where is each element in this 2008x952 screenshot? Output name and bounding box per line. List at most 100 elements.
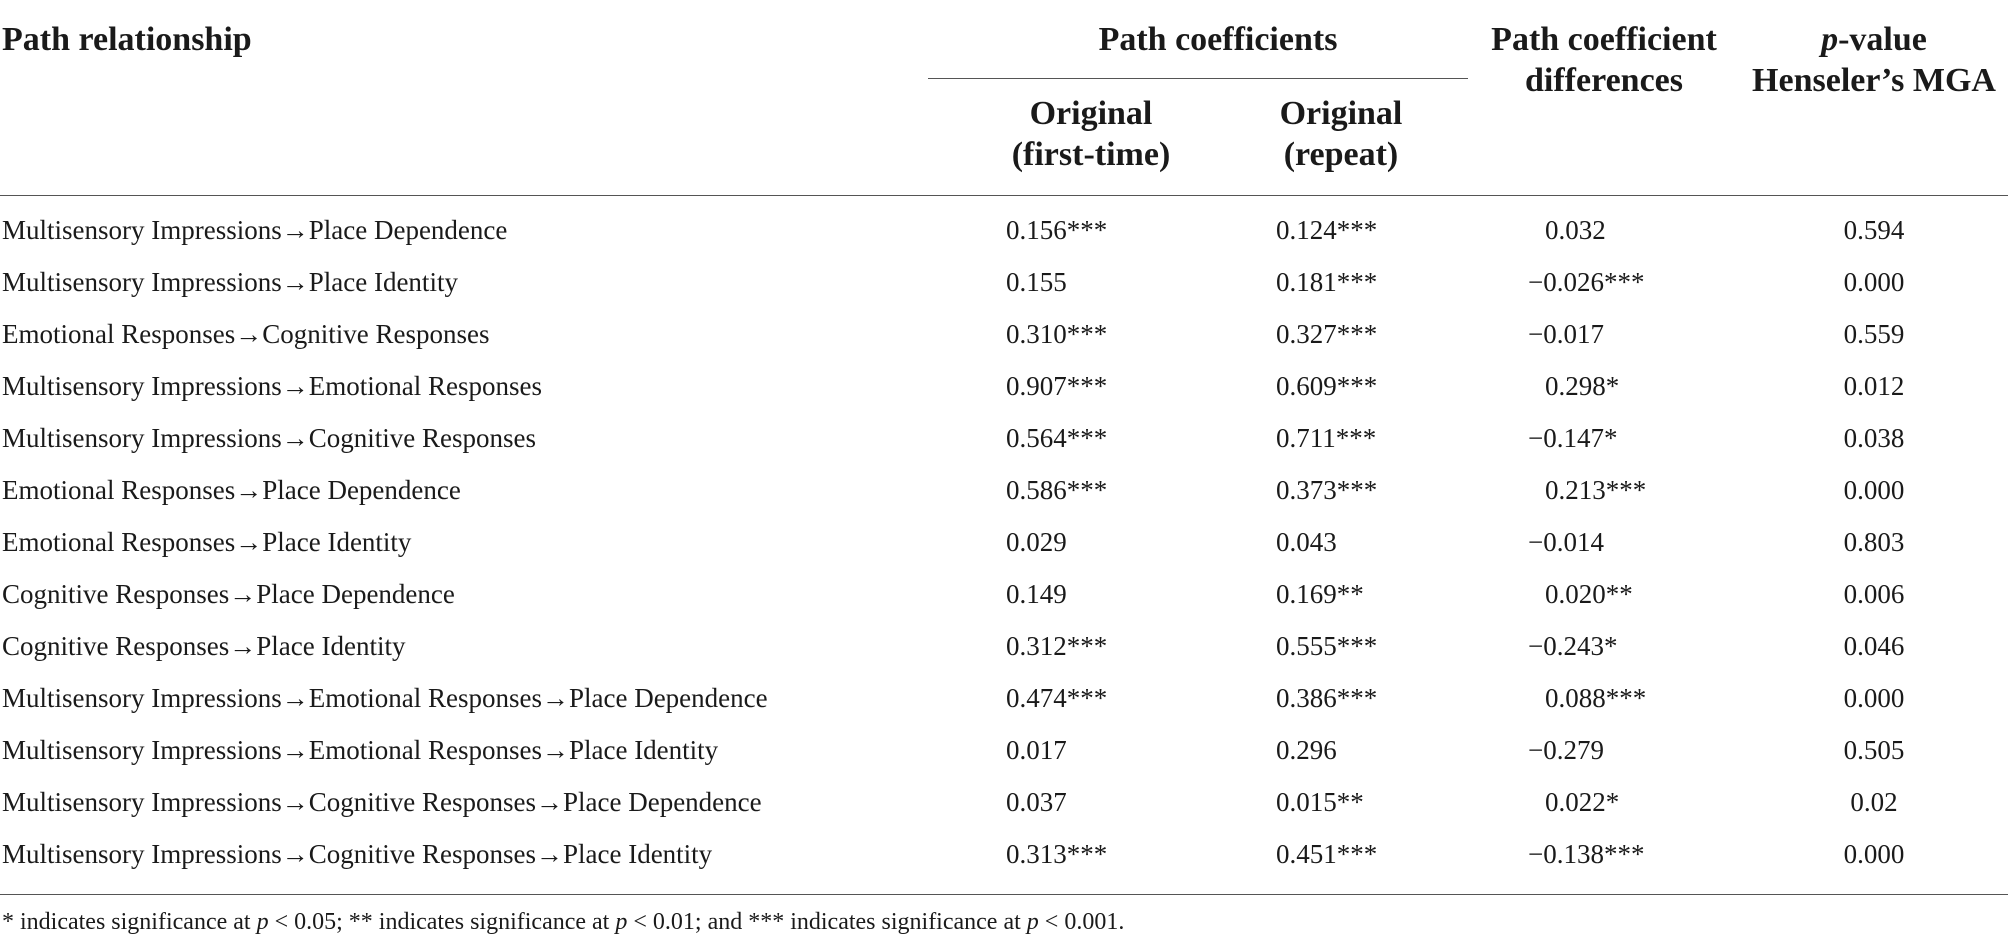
footnote-text-4: < 0.001.	[1038, 909, 1125, 935]
cell-path-relationship: Emotional Responses→Place Identity	[2, 526, 412, 557]
cell-path-relationship: Cognitive Responses→Place Identity	[2, 630, 406, 661]
path-coefficient-table: Path relationship Path coefficients Path…	[0, 0, 2008, 895]
cell-coefficient-difference: 0.213***	[1545, 474, 1647, 505]
table-row: Multisensory Impressions→Cognitive Respo…	[0, 412, 2008, 464]
header-original-repeat: Original (repeat)	[1214, 78, 1468, 196]
cell-original-repeat: 0.015**	[1276, 786, 1364, 817]
header-original-first-time: Original (first-time)	[928, 78, 1214, 196]
cell-coefficient-difference: 0.020**	[1545, 578, 1633, 609]
header-path-coefficient-differences: Path coefficient differences	[1468, 0, 1740, 196]
header-differences-line1: Path coefficient	[1491, 21, 1717, 58]
cell-path-relationship: Multisensory Impressions→Cognitive Respo…	[2, 786, 762, 817]
cell-original-repeat: 0.296	[1276, 734, 1337, 765]
cell-original-repeat: 0.181***	[1276, 266, 1378, 297]
cell-p-value: 0.000	[1843, 474, 1905, 505]
cell-original-first-time: 0.586***	[1006, 474, 1108, 505]
cell-path-relationship: Multisensory Impressions→Place Dependenc…	[2, 214, 508, 245]
header-p-value: p-value Henseler’s MGA	[1740, 0, 2008, 196]
cell-original-first-time: 0.907***	[1006, 370, 1108, 401]
footnote-p-3: p	[1026, 909, 1039, 935]
cell-coefficient-difference: 0.032	[1545, 214, 1606, 245]
cell-p-value: 0.012	[1843, 370, 1905, 401]
cell-original-first-time: 0.156***	[1006, 214, 1108, 245]
cell-p-value: 0.038	[1843, 422, 1905, 453]
table-row: Multisensory Impressions→Cognitive Respo…	[0, 828, 2008, 895]
cell-p-value: 0.006	[1843, 578, 1905, 609]
cell-original-repeat: 0.711***	[1276, 422, 1377, 453]
cell-p-value: 0.505	[1843, 734, 1905, 765]
footnote-text-3: < 0.01; and *** indicates significance a…	[627, 909, 1027, 935]
cell-original-first-time: 0.564***	[1006, 422, 1108, 453]
table-row: Cognitive Responses→Place Identity 0.312*…	[0, 620, 2008, 672]
cell-p-value: 0.594	[1843, 214, 1905, 245]
cell-original-repeat: 0.373***	[1276, 474, 1378, 505]
table-row: Emotional Responses→Place Identity 0.029 0…	[0, 516, 2008, 568]
cell-original-first-time: 0.029	[1006, 526, 1067, 557]
cell-original-first-time: 0.474***	[1006, 682, 1108, 713]
footnote-text-2: < 0.05; ** indicates significance at	[268, 909, 616, 935]
cell-coefficient-difference: −0.147*	[1528, 422, 1618, 453]
cell-original-repeat: 0.327***	[1276, 318, 1378, 349]
cell-p-value: 0.046	[1843, 630, 1905, 661]
cell-p-value: 0.803	[1843, 526, 1905, 557]
cell-coefficient-difference: −0.026***	[1528, 266, 1645, 297]
cell-path-relationship: Multisensory Impressions→Emotional Respo…	[2, 734, 719, 765]
header-henseler-mga: Henseler’s MGA	[1752, 62, 1996, 99]
cell-coefficient-difference: 0.088***	[1545, 682, 1647, 713]
cell-coefficient-difference: −0.014	[1528, 526, 1604, 557]
cell-p-value: 0.02	[1850, 786, 1898, 817]
table-footnote: * indicates significance at p < 0.05; **…	[0, 909, 2008, 936]
header-differences-line2: differences	[1525, 62, 1683, 99]
table-row: Multisensory Impressions→Place Dependenc…	[0, 196, 2008, 257]
cell-path-relationship: Multisensory Impressions→Emotional Respo…	[2, 682, 768, 713]
header-p-symbol: p	[1821, 21, 1839, 58]
header-row-2: Original (first-time) Original (repeat)	[0, 78, 2008, 196]
cell-original-repeat: 0.451***	[1214, 828, 1468, 895]
header-path-coefficients: Path coefficients	[928, 0, 1468, 79]
cell-path-relationship: Cognitive Responses→Place Dependence	[2, 578, 455, 609]
cell-original-repeat: 0.386***	[1276, 682, 1378, 713]
cell-original-repeat: 0.169**	[1276, 578, 1364, 609]
header-original-repeat-line2: (repeat)	[1283, 136, 1399, 173]
table-row: Multisensory Impressions→Cognitive Respo…	[0, 776, 2008, 828]
cell-original-repeat: 0.555***	[1276, 630, 1378, 661]
table-row: Multisensory Impressions→Emotional Respo…	[0, 360, 2008, 412]
cell-original-first-time: 0.155	[1006, 266, 1067, 297]
header-original-repeat-line1: Original	[1279, 95, 1403, 132]
table-row: Cognitive Responses→Place Dependence 0.14…	[0, 568, 2008, 620]
cell-path-relationship: Multisensory Impressions→Cognitive Respo…	[2, 422, 536, 453]
footnote-p-2: p	[615, 909, 628, 935]
cell-path-relationship: Multisensory Impressions→Emotional Respo…	[2, 370, 542, 401]
table-row: Multisensory Impressions→Place Identity 0…	[0, 256, 2008, 308]
cell-coefficient-difference: 0.022*	[1545, 786, 1620, 817]
cell-p-value: 0.000	[1740, 828, 2008, 895]
cell-path-relationship: Multisensory Impressions→Place Identity	[2, 266, 458, 297]
cell-coefficient-difference: 0.298*	[1545, 370, 1620, 401]
header-original-first-line2: (first-time)	[1011, 136, 1171, 173]
cell-coefficient-difference: −0.138***	[1468, 828, 1740, 895]
footnote-text-1: * indicates significance at	[2, 909, 257, 935]
table-row: Emotional Responses→Cognitive Responses 0…	[0, 308, 2008, 360]
cell-coefficient-difference: −0.243*	[1528, 630, 1618, 661]
cell-original-first-time: 0.037	[1006, 786, 1067, 817]
cell-original-first-time: 0.149	[1006, 578, 1067, 609]
cell-p-value: 0.000	[1843, 266, 1905, 297]
cell-original-first-time: 0.017	[1006, 734, 1067, 765]
table-row: Multisensory Impressions→Emotional Respo…	[0, 672, 2008, 724]
table-row: Emotional Responses→Place Dependence 0.58…	[0, 464, 2008, 516]
cell-original-first-time: 0.313***	[928, 828, 1214, 895]
footnote-p-1: p	[256, 909, 269, 935]
cell-p-value: 0.559	[1843, 318, 1905, 349]
cell-original-first-time: 0.312***	[1006, 630, 1108, 661]
cell-p-value: 0.000	[1843, 682, 1905, 713]
cell-original-repeat: 0.043	[1276, 526, 1337, 557]
cell-original-first-time: 0.310***	[1006, 318, 1108, 349]
cell-coefficient-difference: −0.017	[1528, 318, 1604, 349]
cell-original-repeat: 0.124***	[1276, 214, 1378, 245]
cell-path-relationship: Emotional Responses→Place Dependence	[2, 474, 461, 505]
header-original-first-line1: Original	[1029, 95, 1153, 132]
header-row-1: Path relationship Path coefficients Path…	[0, 0, 2008, 196]
table-row: Multisensory Impressions→Emotional Respo…	[0, 724, 2008, 776]
cell-coefficient-difference: −0.279	[1528, 734, 1604, 765]
